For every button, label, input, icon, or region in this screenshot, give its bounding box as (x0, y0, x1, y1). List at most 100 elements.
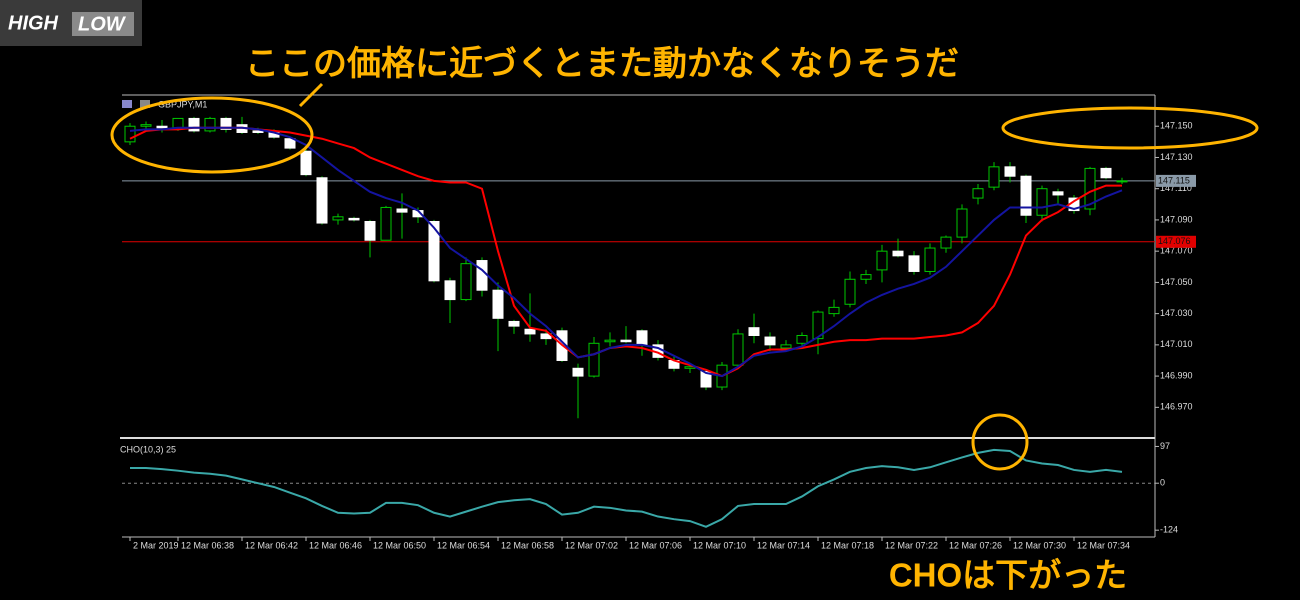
candle-body (796, 334, 808, 344)
candle-body (604, 339, 616, 343)
pointer (298, 82, 324, 108)
price-tag-label: 147.115 (1158, 175, 1190, 185)
candle-body (876, 250, 888, 271)
symbol-icon (122, 100, 132, 108)
headline: ここの価格に近づくとまた動かなくなりそうだ (245, 45, 959, 83)
x-tick-label: 12 Mar 06:54 (437, 540, 490, 550)
symbol-label: GBPJPY,M1 (158, 99, 207, 109)
candle-body (956, 208, 968, 238)
y-tick-label: 0 (1160, 478, 1165, 488)
y-tick-label: 147.130 (1160, 152, 1193, 162)
candle-body (252, 130, 264, 133)
x-tick-label: 12 Mar 06:58 (501, 540, 554, 550)
candle-body (300, 150, 312, 176)
x-tick-label: 12 Mar 07:34 (1077, 540, 1130, 550)
candle-body (348, 217, 360, 221)
candle-body (204, 117, 216, 132)
candle-body (908, 255, 920, 272)
y-tick-label: 147.150 (1160, 121, 1193, 131)
note: CHOは下がった (889, 557, 1127, 594)
candle-body (1004, 166, 1016, 177)
x-tick-label: 12 Mar 07:10 (693, 540, 746, 550)
x-tick-label: 12 Mar 06:42 (245, 540, 298, 550)
x-tick-label: 12 Mar 06:46 (309, 540, 362, 550)
candle-body (828, 306, 840, 315)
candle-body (396, 208, 408, 213)
candle-body (940, 236, 952, 249)
candle-body (476, 260, 488, 291)
y-tick-label: 147.010 (1160, 339, 1193, 349)
y-tick-label: 147.030 (1160, 308, 1193, 318)
y-tick-label: 97 (1160, 441, 1170, 451)
candle-body (124, 125, 136, 143)
candle-body (188, 117, 200, 132)
x-tick-label: 12 Mar 07:30 (1013, 540, 1066, 550)
candle-body (812, 311, 824, 340)
y-tick-label: 146.990 (1160, 370, 1193, 380)
candle-body (748, 327, 760, 336)
indicator-line (130, 448, 1123, 528)
logo-low-box (72, 12, 134, 36)
candle-body (1100, 167, 1112, 179)
logo-high: HIGH (8, 12, 59, 34)
logo-low: LOW (78, 13, 127, 35)
candle-body (1084, 167, 1096, 210)
x-tick-label: 12 Mar 07:22 (885, 540, 938, 550)
indicator-label: CHO(10,3) 25 (120, 444, 176, 454)
candle-body (892, 250, 904, 257)
y-tick-label: 147.090 (1160, 214, 1193, 224)
highlight-ellipse (110, 96, 314, 174)
candle-body (284, 138, 296, 149)
x-tick-label: 12 Mar 07:14 (757, 540, 810, 550)
candle-body (364, 220, 376, 241)
candle-body (972, 188, 984, 199)
candle-body (1036, 188, 1048, 216)
price-tag (1156, 174, 1196, 187)
candle-body (380, 206, 392, 241)
candle-body (924, 247, 936, 272)
x-tick-label: 12 Mar 07:18 (821, 540, 874, 550)
x-tick-label: 12 Mar 06:38 (181, 540, 234, 550)
moving-average (129, 126, 1122, 378)
y-tick-label: 146.970 (1160, 402, 1193, 412)
candle-body (492, 289, 504, 319)
candle-body (332, 216, 344, 221)
x-tick-label: 2 Mar 2019 (133, 540, 179, 550)
x-tick-label: 12 Mar 07:02 (565, 540, 618, 550)
x-tick-label: 12 Mar 07:26 (949, 540, 1002, 550)
candle-body (316, 177, 328, 224)
candle-body (524, 328, 536, 335)
candle-body (636, 330, 648, 346)
x-tick-label: 12 Mar 07:06 (629, 540, 682, 550)
symbol-icon (140, 100, 150, 108)
candle-body (620, 339, 632, 343)
highlight-circle (971, 413, 1029, 471)
candle-body (780, 344, 792, 349)
candle-body (1116, 180, 1128, 183)
candle-body (1020, 175, 1032, 216)
candle-body (988, 166, 1000, 188)
candle-body (1052, 191, 1064, 196)
candle-body (156, 125, 168, 129)
price-tag (1156, 235, 1196, 248)
candle-body (428, 220, 440, 282)
y-tick-label: 147.110 (1160, 183, 1192, 193)
candle-body (172, 117, 184, 129)
candle-body (444, 280, 456, 301)
x-tick-label: 12 Mar 06:50 (373, 540, 426, 550)
price-tag-label: 147.076 (1158, 236, 1191, 246)
y-tick-label: -124 (1160, 525, 1178, 535)
candle-body (460, 263, 472, 301)
candle-body (844, 278, 856, 305)
candle-body (220, 117, 232, 130)
candle-body (764, 336, 776, 346)
moving-average (129, 126, 1123, 378)
y-tick-label: 147.050 (1160, 277, 1193, 287)
candle-body (588, 342, 600, 377)
candle-body (860, 274, 872, 280)
candle-body (732, 333, 744, 366)
candle-body (572, 367, 584, 377)
highlight-ellipse (1001, 106, 1259, 150)
